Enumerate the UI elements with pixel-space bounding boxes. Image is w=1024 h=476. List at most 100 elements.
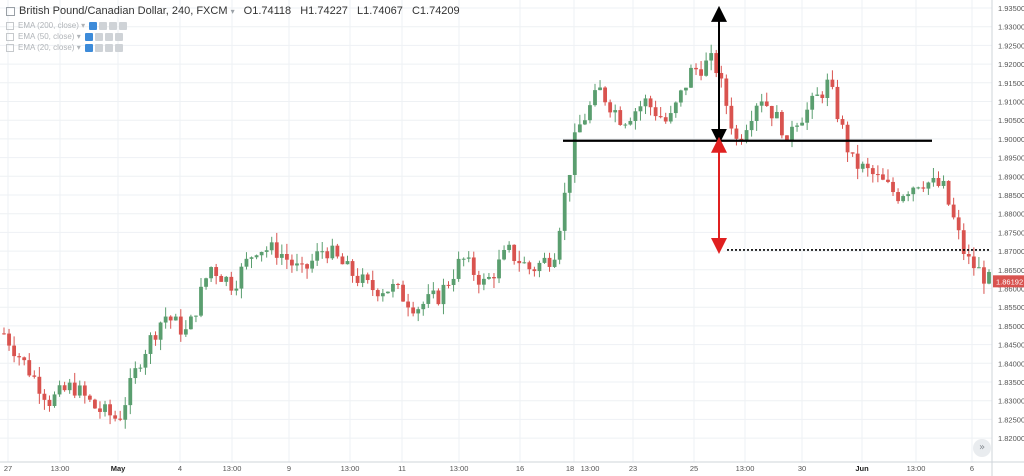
candle-body: [380, 293, 385, 297]
candle-body: [269, 242, 274, 251]
candle-body: [416, 309, 421, 314]
candle-body: [461, 258, 466, 260]
eye-icon[interactable]: [89, 21, 98, 30]
y-tick-label: 1.87500: [998, 228, 1024, 237]
candle-body: [734, 128, 739, 139]
candle-body: [194, 315, 198, 317]
candle-body: [633, 111, 638, 122]
candle-body: [865, 163, 870, 169]
candle-body: [961, 230, 966, 255]
candle-body: [951, 204, 956, 218]
x-tick-label: 11: [398, 464, 406, 473]
x-tick-label: 30: [798, 464, 806, 473]
candle-body: [941, 180, 946, 186]
candle-body: [108, 404, 112, 416]
candle-body: [451, 278, 456, 286]
candle-body: [385, 291, 390, 294]
eye-icon[interactable]: [84, 43, 93, 52]
settings-icon[interactable]: [94, 32, 103, 41]
collapse-square-icon[interactable]: [6, 6, 15, 16]
candle-body: [623, 124, 628, 126]
x-tick-label: 13:00: [51, 464, 70, 473]
y-tick-label: 1.83000: [998, 397, 1024, 406]
x-tick-label: 13:00: [907, 464, 926, 473]
indicator-label: EMA (20, close): [18, 43, 75, 52]
dropdown-chevron-icon[interactable]: ▾: [76, 43, 81, 52]
source-icon[interactable]: [109, 21, 118, 30]
candle-body: [466, 257, 471, 259]
scroll-to-realtime-icon[interactable]: »: [973, 439, 991, 457]
x-tick-label: 27: [4, 464, 12, 473]
source-icon[interactable]: [104, 32, 113, 41]
candle-body: [396, 283, 400, 285]
candle-body: [62, 385, 67, 391]
candle-body: [360, 274, 365, 283]
candle-body: [2, 333, 6, 335]
candle-body: [259, 251, 264, 256]
candle-body: [330, 245, 335, 259]
source-icon[interactable]: [104, 43, 113, 52]
candle-body: [199, 286, 203, 316]
y-tick-label: 1.84500: [998, 341, 1024, 350]
candle-body: [658, 116, 663, 118]
indicator-square-icon: [6, 32, 14, 41]
indicator-ema-50[interactable]: EMA (50, close) ▾: [6, 32, 123, 41]
candle-body: [163, 316, 168, 323]
x-tick-label: 6: [970, 464, 974, 473]
candle-body: [456, 258, 461, 279]
candle-body: [668, 113, 673, 122]
candle-body: [168, 316, 173, 321]
eye-icon[interactable]: [84, 32, 93, 41]
close-value: C1.74209: [411, 5, 460, 17]
candle-body: [547, 257, 552, 267]
candle-body: [315, 251, 320, 261]
candle-body: [537, 262, 542, 272]
candle-body: [204, 278, 208, 287]
close-icon[interactable]: [119, 21, 128, 30]
candle-body: [966, 254, 971, 257]
close-icon[interactable]: [114, 32, 123, 41]
indicator-ema-20[interactable]: EMA (20, close) ▾: [6, 43, 123, 52]
candle-body: [98, 408, 102, 412]
candle-body: [850, 152, 855, 154]
candle-body: [896, 192, 900, 202]
candle-body: [27, 360, 32, 376]
candle-body: [219, 275, 224, 282]
candle-body: [643, 98, 648, 107]
candle-body: [57, 385, 62, 395]
dropdown-chevron-icon[interactable]: ▾: [230, 7, 235, 16]
indicator-ema-200[interactable]: EMA (200, close) ▾: [6, 21, 128, 30]
candle-body: [249, 257, 254, 259]
candle-body: [881, 174, 885, 180]
indicator-label: EMA (50, close): [18, 32, 75, 41]
candle-body: [769, 105, 774, 119]
close-icon[interactable]: [114, 43, 123, 52]
candle-body: [22, 357, 27, 361]
dropdown-chevron-icon[interactable]: ▾: [81, 21, 86, 30]
candle-body: [987, 271, 991, 284]
y-tick-label: 1.92500: [998, 41, 1024, 50]
candle-body: [158, 322, 163, 340]
dropdown-chevron-icon[interactable]: ▾: [76, 32, 81, 41]
candle-body: [274, 242, 279, 258]
candle-body: [82, 385, 87, 396]
indicator-square-icon: [6, 21, 14, 30]
candle-body: [638, 106, 643, 112]
x-tick-label: 13:00: [581, 464, 600, 473]
settings-icon[interactable]: [99, 21, 108, 30]
x-tick-label: 18: [566, 464, 574, 473]
settings-icon[interactable]: [94, 43, 103, 52]
candle-body: [300, 263, 304, 265]
candle-body: [522, 262, 527, 264]
symbol-label: British Pound/Canadian Dollar, 240, FXCM: [19, 5, 228, 17]
candle-body: [173, 316, 178, 321]
candle-body: [487, 277, 491, 279]
candle-body: [350, 261, 355, 276]
candle-body: [148, 335, 153, 354]
candle-body: [835, 86, 840, 120]
candle-body: [714, 53, 719, 74]
candle-body: [699, 69, 703, 76]
candle-body: [891, 181, 895, 193]
candle-body: [325, 251, 330, 259]
